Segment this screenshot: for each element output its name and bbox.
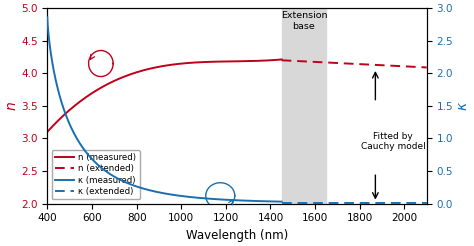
Text: Extension
base: Extension base [281,11,327,31]
Bar [282,8,326,203]
Y-axis label: κ: κ [456,102,470,110]
Text: Fitted by
Cauchy model: Fitted by Cauchy model [361,132,426,151]
Y-axis label: n: n [4,102,18,110]
X-axis label: Wavelength (nm): Wavelength (nm) [186,229,288,242]
Legend: n (measured), n (extended), κ (measured), κ (extended): n (measured), n (extended), κ (measured)… [52,150,140,199]
